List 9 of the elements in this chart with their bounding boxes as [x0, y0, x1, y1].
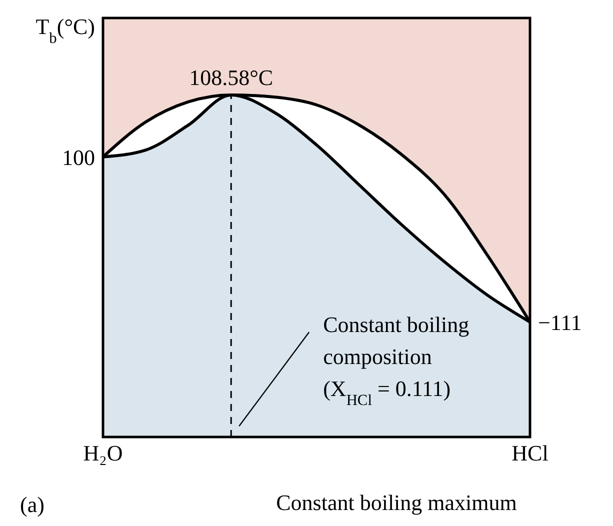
annotation: −111 — [538, 310, 582, 336]
x-tick-label: H₂O — [83, 440, 123, 466]
text: Constant boiling maximum — [276, 490, 517, 515]
y-axis-title: T$_{b}$(°C) — [36, 14, 95, 46]
text: 108.58°C — [189, 64, 274, 90]
text: (a) — [20, 492, 44, 517]
annotation: Constant boiling composition (X$_{HCl}$ = 0.111) — [323, 312, 470, 409]
annotation: 100 — [62, 144, 95, 170]
x-tick-label: HCl — [512, 440, 548, 466]
